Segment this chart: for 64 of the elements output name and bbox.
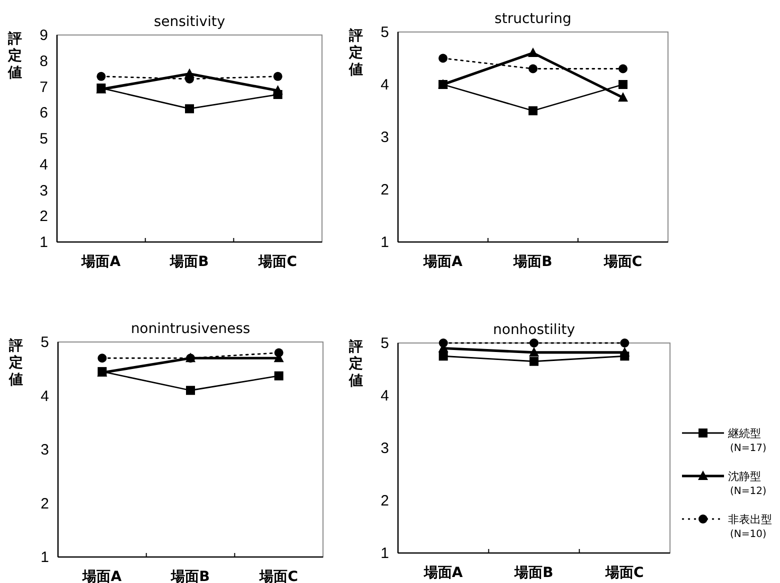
x-tick-label: 場面B (170, 569, 210, 583)
y-axis-title: 評定値 (7, 30, 22, 81)
y-tick-label: 1 (380, 234, 389, 251)
point (96, 72, 106, 81)
point (528, 64, 538, 74)
point (620, 338, 630, 348)
y-tick-label: 5 (380, 335, 389, 352)
y-tick-label: 2 (380, 182, 389, 198)
legend-label: 沈静型 (N=12) (728, 470, 766, 497)
point (273, 72, 282, 81)
y-tick-label: 2 (40, 208, 48, 226)
legend-label: 継続型 (N=17) (727, 427, 766, 454)
point (530, 338, 538, 348)
point (274, 371, 284, 380)
y-tick-label: 4 (380, 388, 389, 404)
point (620, 352, 630, 361)
y-tick-label: 2 (40, 495, 49, 512)
x-tick-label: 場面C (604, 565, 644, 581)
point (529, 346, 539, 356)
y-tick-label: 3 (380, 440, 389, 457)
x-tick-label: 場面A (80, 254, 121, 270)
y-tick-label: 2 (380, 492, 389, 510)
y-tick-label: 6 (40, 104, 48, 122)
x-tick-label: 場面A (422, 254, 463, 270)
x-tick-label: 場面C (258, 254, 297, 270)
y-tick-label: 5 (40, 130, 48, 148)
point (98, 354, 107, 363)
chart-title: sensitivity (154, 14, 226, 30)
y-axis-title: 評定値 (8, 337, 23, 388)
point (530, 356, 538, 366)
point (618, 80, 628, 89)
x-tick-label: 場面B (169, 254, 209, 270)
y-tick-label: 7 (40, 78, 48, 96)
chart-title: nonhostility (493, 322, 575, 338)
point (438, 352, 448, 361)
y-tick-label: 3 (40, 442, 49, 458)
y-tick-label: 3 (380, 129, 389, 146)
point (618, 64, 628, 74)
point (528, 106, 538, 116)
x-tick-label: 場面B (512, 254, 552, 270)
chart-title: structuring (494, 11, 572, 27)
x-tick-label: 場面C (602, 254, 642, 270)
point (185, 104, 194, 114)
y-tick-label: 3 (40, 182, 48, 200)
y-tick-label: 4 (40, 388, 49, 405)
y-tick-label: 4 (40, 156, 48, 174)
y-tick-label: 1 (40, 234, 48, 251)
chart-title: nonintrusiveness (130, 321, 250, 337)
y-tick-label: 1 (380, 545, 389, 562)
x-tick-label: 場面A (82, 569, 122, 583)
legend-label: 非表出型 (N=10) (728, 513, 772, 540)
y-tick-label: 4 (380, 76, 389, 94)
y-tick-label: 8 (40, 52, 48, 70)
point (186, 386, 195, 395)
y-axis-title: 評定値 (348, 338, 363, 389)
y-tick-label: 9 (40, 27, 48, 44)
y-tick-label: 1 (40, 549, 49, 566)
x-tick-label: 場面A (422, 565, 463, 581)
y-tick-label: 5 (40, 334, 49, 351)
y-axis-title: 評定値 (348, 27, 363, 78)
point (438, 54, 448, 63)
y-tick-label: 5 (380, 24, 389, 41)
x-tick-label: 場面C (258, 569, 298, 583)
x-tick-label: 場面B (514, 565, 554, 581)
